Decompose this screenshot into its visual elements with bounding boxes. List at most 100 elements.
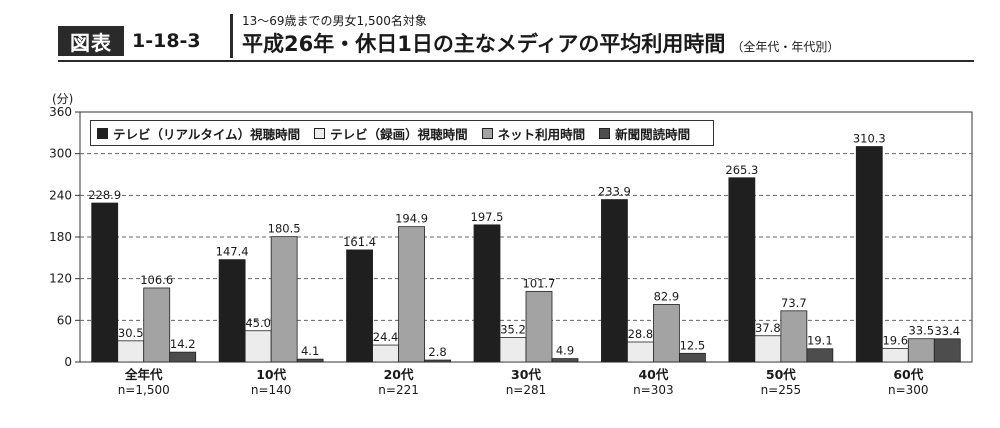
data-label: 82.9: [654, 289, 680, 303]
bar: [754, 335, 782, 363]
x-category-label: 全年代: [124, 367, 163, 382]
data-label: 197.5: [471, 210, 504, 224]
data-label: 147.4: [216, 245, 249, 259]
chart-legend: テレビ（リアルタイム）視聴時間 テレビ（録画）視聴時間 ネット利用時間 新聞閲読時間: [90, 120, 714, 146]
figure-title: 平成26年・休日1日の主なメディアの平均利用時間: [242, 32, 726, 56]
figure-badge: 図表: [58, 26, 124, 56]
legend-item: 新聞閲読時間: [599, 124, 690, 143]
bar: [473, 224, 501, 363]
data-label: 28.8: [628, 327, 654, 341]
bar: [728, 177, 756, 363]
legend-item: テレビ（リアルタイム）視聴時間: [97, 124, 300, 143]
y-tick-label: 60: [57, 313, 72, 327]
bar: [653, 304, 680, 363]
figure-title-note: （全年代・年代別）: [731, 40, 840, 54]
bar: [372, 344, 399, 363]
bar: [933, 338, 961, 363]
x-category-note: n=255: [761, 383, 802, 397]
figure-subtitle: 13〜69歳までの男女1,500名対象: [242, 14, 427, 28]
data-label: 33.4: [934, 324, 960, 338]
data-label: 14.2: [170, 337, 196, 351]
x-category-note: n=221: [378, 383, 419, 397]
bar: [525, 290, 553, 363]
bar: [218, 259, 246, 363]
bar: [346, 249, 373, 363]
x-category-note: n=303: [633, 383, 674, 397]
legend-label: テレビ（録画）視聴時間: [330, 126, 468, 142]
bar: [679, 352, 706, 363]
x-category-label: 50代: [766, 367, 796, 382]
y-tick-label: 180: [49, 230, 72, 244]
bar: [855, 146, 883, 363]
data-label: 228.9: [88, 188, 121, 202]
data-label: 101.7: [523, 276, 556, 290]
data-label: 19.1: [807, 334, 833, 348]
y-tick-label: 300: [49, 147, 72, 161]
y-tick-label: 0: [64, 355, 72, 369]
bar: [780, 310, 808, 363]
bar: [398, 226, 425, 363]
data-label: 45.0: [245, 316, 271, 330]
bar: [270, 236, 298, 363]
data-label: 265.3: [725, 163, 758, 177]
y-tick-label: 240: [49, 188, 72, 202]
data-label: 37.8: [755, 321, 781, 335]
bar: [143, 287, 171, 363]
legend-swatch: [97, 127, 108, 139]
bar: [627, 341, 654, 363]
data-label: 180.5: [268, 222, 301, 236]
x-category-label: 10代: [256, 367, 286, 382]
legend-item: テレビ（録画）視聴時間: [314, 124, 468, 143]
bar: [244, 330, 272, 363]
bar: [424, 359, 451, 363]
x-category-note: n=140: [251, 383, 292, 397]
data-label: 33.5: [908, 324, 934, 338]
data-label: 161.4: [343, 235, 376, 249]
y-axis-unit: (分): [52, 92, 74, 106]
data-label: 194.9: [395, 212, 428, 226]
legend-label: 新聞閲読時間: [615, 126, 691, 142]
legend-swatch: [314, 127, 326, 139]
data-label: 106.6: [140, 273, 173, 287]
bar: [169, 351, 197, 363]
y-tick-label: 120: [49, 272, 72, 286]
data-label: 24.4: [373, 330, 399, 344]
bar: [296, 358, 324, 363]
x-category-label: 60代: [893, 367, 923, 382]
x-category-note: n=281: [506, 383, 547, 397]
y-tick-label: 360: [49, 105, 72, 119]
title-divider: [230, 14, 233, 58]
x-category-label: 20代: [384, 367, 414, 382]
legend-item: ネット利用時間: [481, 124, 586, 143]
bar: [91, 202, 119, 363]
data-label: 19.6: [882, 333, 908, 347]
figure-title-line: 平成26年・休日1日の主なメディアの平均利用時間 （全年代・年代別）: [242, 30, 839, 61]
bar: [499, 337, 527, 363]
x-category-label: 30代: [511, 367, 541, 382]
bar: [907, 338, 935, 363]
data-label: 73.7: [781, 296, 807, 310]
bar: [806, 348, 834, 363]
figure-number: 1-18-3: [132, 30, 201, 52]
bar: [117, 340, 145, 363]
figure-header: 図表 1-18-3 13〜69歳までの男女1,500名対象 平成26年・休日1日…: [0, 0, 1000, 62]
legend-swatch: [599, 127, 611, 139]
bar: [601, 199, 628, 363]
legend-label: ネット利用時間: [497, 126, 586, 142]
data-label: 4.9: [556, 344, 574, 358]
data-label: 2.8: [428, 345, 446, 359]
data-label: 4.1: [301, 344, 319, 358]
legend-label: テレビ（リアルタイム）視聴時間: [113, 126, 301, 142]
data-label: 12.5: [680, 338, 706, 352]
legend-swatch: [481, 127, 493, 139]
data-label: 233.9: [598, 185, 631, 199]
data-label: 30.5: [118, 326, 144, 340]
bar: [551, 358, 579, 363]
header-rule: [58, 60, 974, 62]
x-category-note: n=300: [888, 383, 929, 397]
x-category-note: n=1,500: [118, 383, 170, 397]
x-category-label: 40代: [638, 367, 668, 382]
data-label: 310.3: [853, 132, 886, 146]
bar: [881, 347, 909, 363]
